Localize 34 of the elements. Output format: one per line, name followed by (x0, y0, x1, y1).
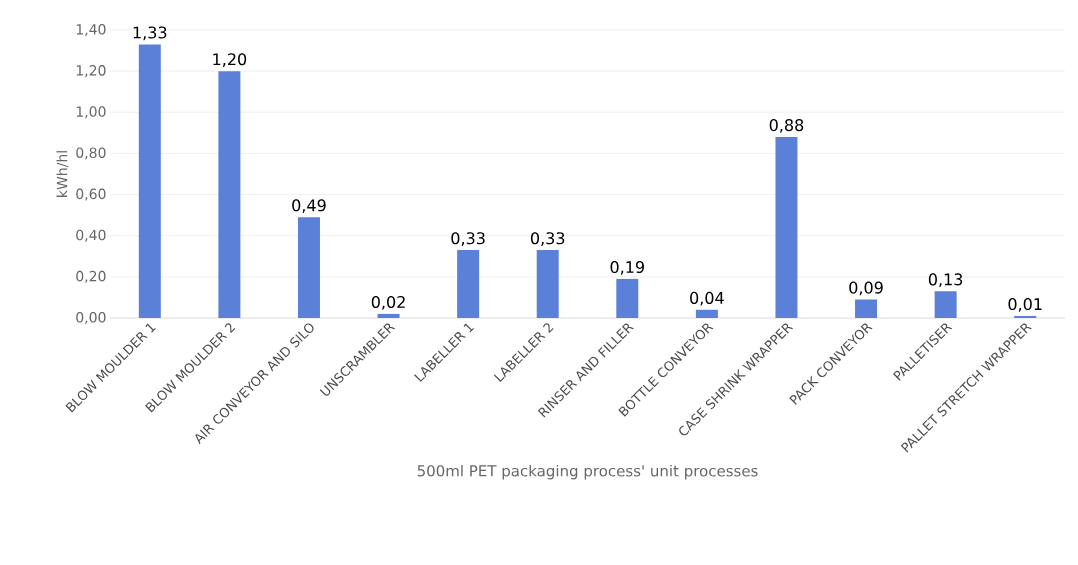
x-axis-title: 500ml PET packaging process' unit processes (417, 464, 758, 480)
data-label: 0,19 (610, 260, 644, 275)
bar (1014, 315, 1037, 318)
data-label: 0,09 (849, 281, 883, 296)
bar (218, 71, 241, 318)
y-tick-label: 0,20 (76, 270, 106, 283)
y-axis-title: kWh/hl (56, 151, 69, 197)
y-tick-label: 1,00 (76, 106, 106, 119)
y-tick-label: 0,40 (76, 229, 106, 242)
y-tick-label: 1,20 (76, 65, 106, 78)
data-label: 0,02 (371, 295, 405, 310)
bar (377, 313, 400, 318)
bar (695, 309, 718, 318)
data-label: 0,33 (451, 232, 485, 246)
data-label: 0,33 (530, 232, 565, 246)
y-tick-label: 0,80 (76, 147, 106, 160)
data-label: 0,88 (769, 119, 804, 133)
bar (855, 299, 878, 318)
bar (934, 291, 957, 318)
y-tick-label: 0,60 (76, 188, 106, 201)
data-label: 0,13 (928, 273, 963, 288)
bar (536, 250, 559, 318)
data-label: 0,04 (690, 291, 724, 306)
bar (616, 278, 639, 318)
data-label: 1,33 (133, 26, 167, 41)
data-label: 1,20 (213, 53, 247, 67)
bar (457, 250, 480, 318)
data-label: 0,49 (292, 199, 326, 214)
bar (297, 217, 320, 318)
bar (775, 136, 798, 318)
bar (138, 44, 161, 318)
y-tick-label: 0,00 (76, 311, 106, 325)
y-tick-label: 1,40 (76, 23, 106, 37)
data-label: 0,01 (1008, 298, 1042, 312)
